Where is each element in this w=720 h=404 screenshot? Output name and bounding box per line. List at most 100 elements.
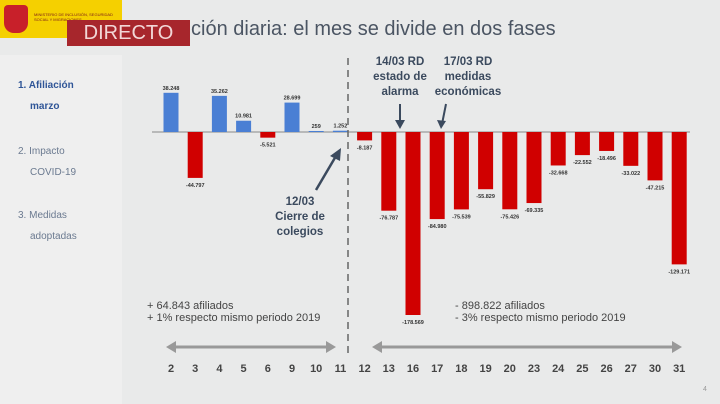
data-label: -22.552 (573, 160, 592, 166)
bar-26 (599, 132, 615, 151)
label: marzo (30, 101, 60, 112)
annotation-estado-alarma: 14/03 RD estado de alarma (362, 55, 438, 100)
data-label: -44.797 (186, 183, 205, 189)
x-tick-label: 4 (216, 363, 223, 375)
label: 17/03 RD (443, 56, 493, 68)
slide-title: ción diaria: el mes se divide en dos fas… (191, 18, 556, 40)
arrow-12-03 (314, 148, 341, 191)
bar-11 (332, 130, 348, 132)
label: adoptadas (30, 231, 77, 242)
data-label: 28.699 (284, 96, 301, 102)
range-arrow-right (372, 341, 682, 353)
x-tick-label: 19 (479, 363, 491, 375)
x-tick-label: 27 (625, 363, 637, 375)
arrow-14-03 (395, 104, 405, 129)
x-tick-label: 5 (241, 363, 247, 375)
bar-18 (453, 132, 469, 210)
x-tick-label: 12 (358, 363, 370, 375)
arrow-17-03 (437, 103, 447, 129)
data-label: 10.981 (235, 114, 252, 120)
x-tick-label: 17 (431, 363, 443, 375)
sidebar: 1. Afiliación marzo 2. Impacto COVID-19 3.… (0, 55, 122, 404)
page-number: 4 (703, 386, 707, 393)
bar-20 (502, 132, 518, 210)
summary-right: - 898.822 afiliados - 3% respecto mismo p… (455, 300, 626, 324)
data-label: -76.787 (379, 216, 398, 222)
data-label: -129.171 (668, 269, 690, 275)
label: 14/03 RD (375, 56, 425, 68)
data-label: 1.252 (334, 124, 348, 130)
x-tick-label: 16 (407, 363, 419, 375)
x-tick-label: 30 (649, 363, 661, 375)
data-label: -8.187 (357, 145, 373, 151)
x-tick-label: 18 (455, 363, 467, 375)
data-label: -32.668 (549, 170, 568, 176)
bar-6 (260, 132, 276, 138)
label: - 898.822 afiliados (455, 300, 545, 312)
bar-4 (211, 95, 227, 132)
annotation-medidas-economicas: 17/03 RD medidas económicas (428, 55, 508, 100)
x-tick-label: 11 (335, 363, 347, 375)
data-label: 259 (312, 124, 321, 130)
bar-30 (647, 132, 663, 181)
label: colegios (276, 226, 324, 238)
sidebar-item-medidas[interactable]: 3. Medidas adoptadas (18, 205, 77, 247)
label: - 3% respecto mismo periodo 2019 (455, 312, 626, 324)
label: 3. Medidas (18, 210, 67, 221)
x-tick-label: 23 (528, 363, 540, 375)
bar-13 (381, 132, 397, 211)
x-tick-label: 2 (168, 363, 174, 375)
data-label: -69.335 (525, 208, 544, 214)
bar-23 (526, 132, 542, 204)
data-label: -47.215 (646, 185, 665, 191)
x-tick-label: 20 (504, 363, 516, 375)
bar-19 (478, 132, 494, 190)
data-label: 35.262 (211, 89, 228, 95)
bar-25 (574, 132, 590, 156)
bar-17 (429, 132, 445, 220)
bar-3 (187, 132, 203, 178)
bar-5 (236, 120, 252, 132)
x-tick-label: 9 (289, 363, 295, 375)
data-label: 38.248 (163, 86, 180, 92)
sidebar-item-afiliacion[interactable]: 1. Afiliación marzo (18, 75, 74, 117)
data-label: -33.022 (621, 171, 640, 177)
label: medidas (444, 71, 492, 83)
bar-9 (284, 102, 300, 132)
annotation-cierre-colegios: 12/03 Cierre de colegios (268, 195, 332, 240)
bar-27 (623, 132, 639, 166)
summary-left: + 64.843 afiliados + 1% respecto mismo pe… (147, 300, 320, 324)
x-tick-label: 31 (673, 363, 685, 375)
x-tick-label: 3 (192, 363, 198, 375)
sidebar-item-impacto[interactable]: 2. Impacto COVID-19 (18, 141, 76, 183)
label: estado de (373, 71, 427, 83)
x-tick-label: 24 (552, 363, 565, 375)
label: 2. Impacto (18, 146, 65, 157)
bar-16 (405, 132, 421, 315)
x-tick-label: 26 (600, 363, 612, 375)
label: + 64.843 afiliados (147, 300, 234, 312)
data-label: -84.980 (428, 224, 447, 230)
label: alarma (381, 86, 419, 98)
x-tick-label: 6 (265, 363, 271, 375)
label: 1. Afiliación (18, 80, 74, 91)
data-label: -5.521 (260, 143, 276, 149)
x-tick-label: 13 (383, 363, 395, 375)
bar-12 (357, 132, 373, 141)
data-label: -178.569 (402, 320, 424, 326)
logo-text: MINISTERIO DE INCLUSIÓN, SEGURIDAD SOCIA… (34, 12, 113, 22)
range-arrow-left (166, 341, 336, 353)
data-label: -75.426 (500, 214, 519, 220)
live-badge: DIRECTO (67, 20, 190, 46)
bar-2 (163, 92, 179, 132)
label: económicas (434, 86, 502, 98)
label: 12/03 (285, 196, 315, 208)
data-label: -75.539 (452, 214, 471, 220)
x-tick-label: 25 (576, 363, 588, 375)
bar-31 (671, 132, 687, 265)
label: Cierre de (275, 211, 325, 223)
x-tick-label: 10 (310, 363, 322, 375)
label: COVID-19 (30, 167, 77, 178)
label: + 1% respecto mismo periodo 2019 (147, 312, 321, 324)
